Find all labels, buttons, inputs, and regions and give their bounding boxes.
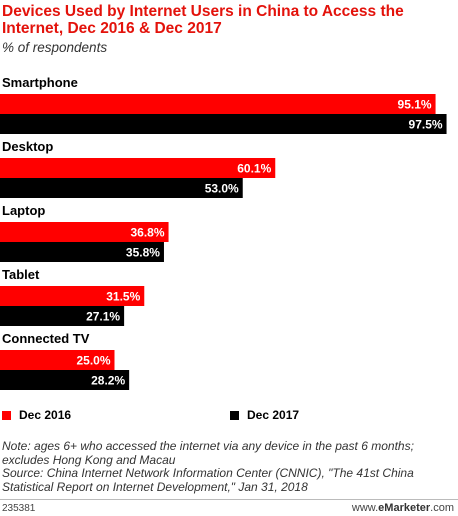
data-label-tablet-dec-2017: 27.1% bbox=[86, 310, 120, 324]
footer-divider bbox=[0, 499, 458, 500]
legend-label-dec-2017: Dec 2017 bbox=[247, 408, 300, 422]
legend-swatch-dec-2017 bbox=[230, 410, 239, 420]
bar-connected-tv-dec-2017 bbox=[0, 370, 130, 390]
brand-name: eMarketer bbox=[378, 502, 431, 514]
category-label-connected-tv: Connected TV bbox=[2, 331, 90, 346]
bar-laptop-dec-2017 bbox=[0, 242, 164, 262]
source-text: Source: China Internet Network Informati… bbox=[2, 466, 414, 494]
data-label-connected-tv-dec-2016: 25.0% bbox=[76, 354, 110, 368]
brand-link[interactable]: www.eMarketer.com bbox=[352, 502, 454, 514]
category-label-tablet: Tablet bbox=[2, 267, 40, 282]
brand-suffix: .com bbox=[430, 502, 454, 514]
bar-tablet-dec-2017 bbox=[0, 306, 125, 326]
category-label-laptop: Laptop bbox=[2, 203, 45, 218]
note-text: Note: ages 6+ who accessed the internet … bbox=[2, 439, 414, 467]
data-label-desktop-dec-2016: 60.1% bbox=[237, 162, 271, 176]
chart-title: Devices Used by Internet Users in China … bbox=[2, 3, 404, 37]
bar-laptop-dec-2016 bbox=[0, 222, 169, 242]
data-label-laptop-dec-2016: 36.8% bbox=[131, 226, 165, 240]
bar-desktop-dec-2016 bbox=[0, 158, 276, 178]
bar-desktop-dec-2017 bbox=[0, 178, 243, 198]
data-label-smartphone-dec-2016: 95.1% bbox=[398, 98, 432, 112]
category-label-smartphone: Smartphone bbox=[2, 75, 78, 90]
data-label-laptop-dec-2017: 35.8% bbox=[126, 246, 160, 260]
bar-smartphone-dec-2017 bbox=[0, 114, 447, 134]
data-label-smartphone-dec-2017: 97.5% bbox=[409, 118, 443, 132]
footnote: Note: ages 6+ who accessed the internet … bbox=[2, 439, 454, 494]
chart-id: 235381 bbox=[2, 503, 36, 514]
legend-swatch-dec-2016 bbox=[2, 410, 11, 420]
legend-item-dec-2017: Dec 2017 bbox=[230, 408, 299, 422]
legend-item-dec-2016: Dec 2016 bbox=[2, 408, 71, 422]
legend-label-dec-2016: Dec 2016 bbox=[19, 408, 72, 422]
bar-chart: Smartphone 95.1% 97.5% Desktop 60.1% 53.0% Lap… bbox=[0, 75, 447, 390]
data-label-connected-tv-dec-2017: 28.2% bbox=[91, 374, 125, 388]
data-label-tablet-dec-2016: 31.5% bbox=[106, 290, 140, 304]
category-label-desktop: Desktop bbox=[2, 139, 53, 154]
brand-prefix: www. bbox=[351, 502, 379, 514]
data-label-desktop-dec-2017: 53.0% bbox=[205, 182, 239, 196]
bar-smartphone-dec-2016 bbox=[0, 94, 436, 114]
chart-subtitle: % of respondents bbox=[2, 40, 108, 55]
bar-connected-tv-dec-2016 bbox=[0, 350, 115, 370]
bar-tablet-dec-2016 bbox=[0, 286, 145, 306]
